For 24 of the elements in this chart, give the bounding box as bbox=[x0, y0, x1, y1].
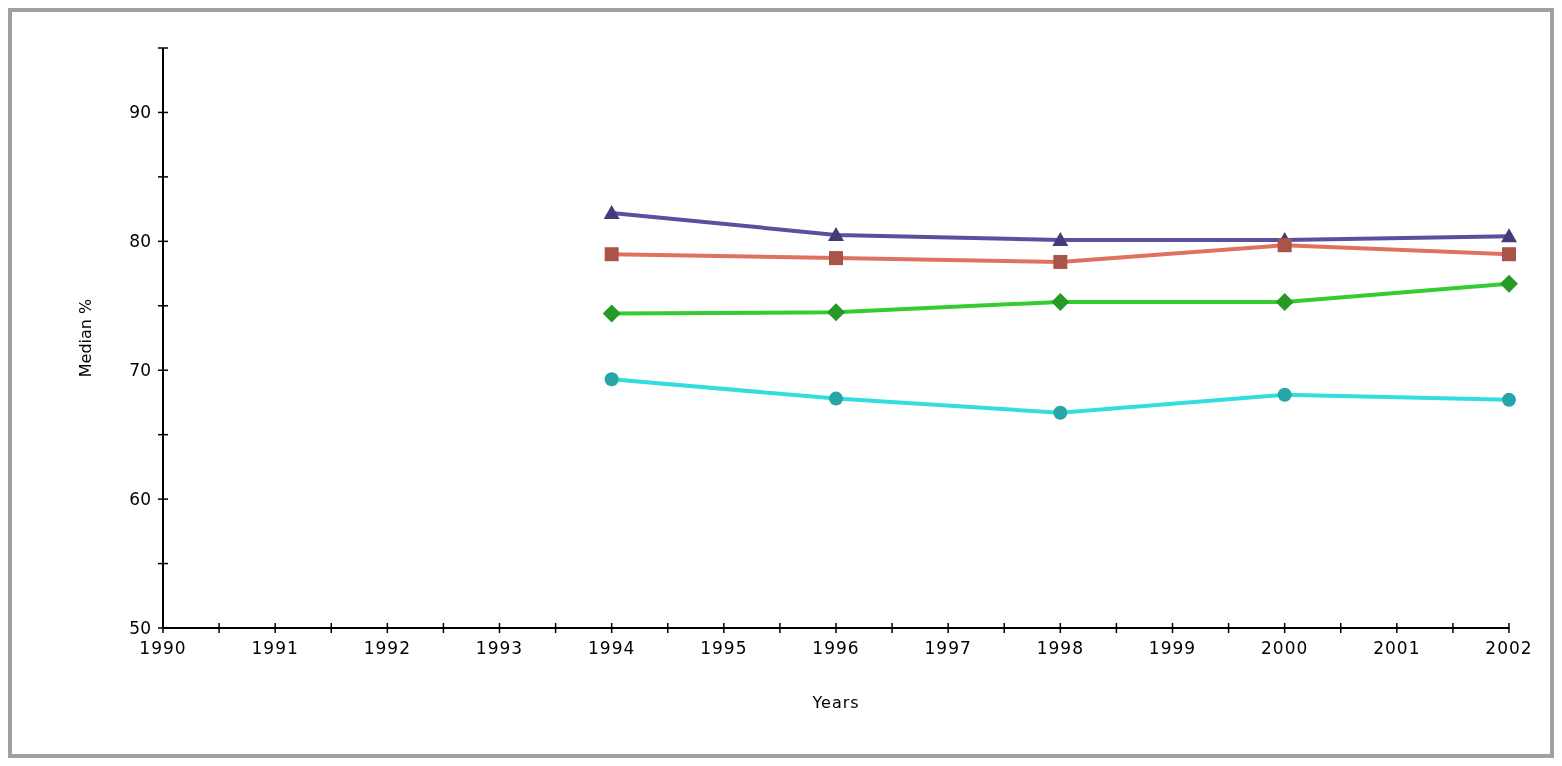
x-tick-label: 1990 bbox=[139, 638, 187, 658]
x-tick-label: 2001 bbox=[1373, 638, 1421, 658]
y-tick-label: 50 bbox=[129, 617, 151, 638]
x-tick-label: 1993 bbox=[475, 638, 524, 658]
point bbox=[603, 204, 620, 219]
x-tick-label: 1991 bbox=[251, 638, 299, 658]
x-tick-label: 1992 bbox=[363, 638, 411, 658]
y-tick-label: 60 bbox=[129, 489, 151, 510]
point bbox=[828, 226, 844, 241]
x-tick-label: 1994 bbox=[588, 638, 636, 658]
point bbox=[1501, 228, 1517, 243]
x-tick-label: 1999 bbox=[1148, 638, 1197, 658]
x-tick-label: 1998 bbox=[1036, 638, 1084, 658]
point bbox=[1052, 232, 1069, 247]
y-tick-label: 90 bbox=[129, 102, 151, 123]
x-tick-label: 1996 bbox=[812, 638, 860, 658]
y-tick-label: 80 bbox=[129, 231, 151, 252]
y-tick-label: 70 bbox=[129, 360, 151, 381]
y-axis-title: Median % bbox=[76, 298, 95, 378]
x-tick-label: 2000 bbox=[1261, 638, 1309, 658]
x-tick-label: 1995 bbox=[700, 638, 748, 658]
x-tick-label: 1997 bbox=[924, 638, 972, 658]
x-axis-title: Years bbox=[811, 693, 860, 712]
x-tick-label: 2002 bbox=[1485, 638, 1533, 658]
